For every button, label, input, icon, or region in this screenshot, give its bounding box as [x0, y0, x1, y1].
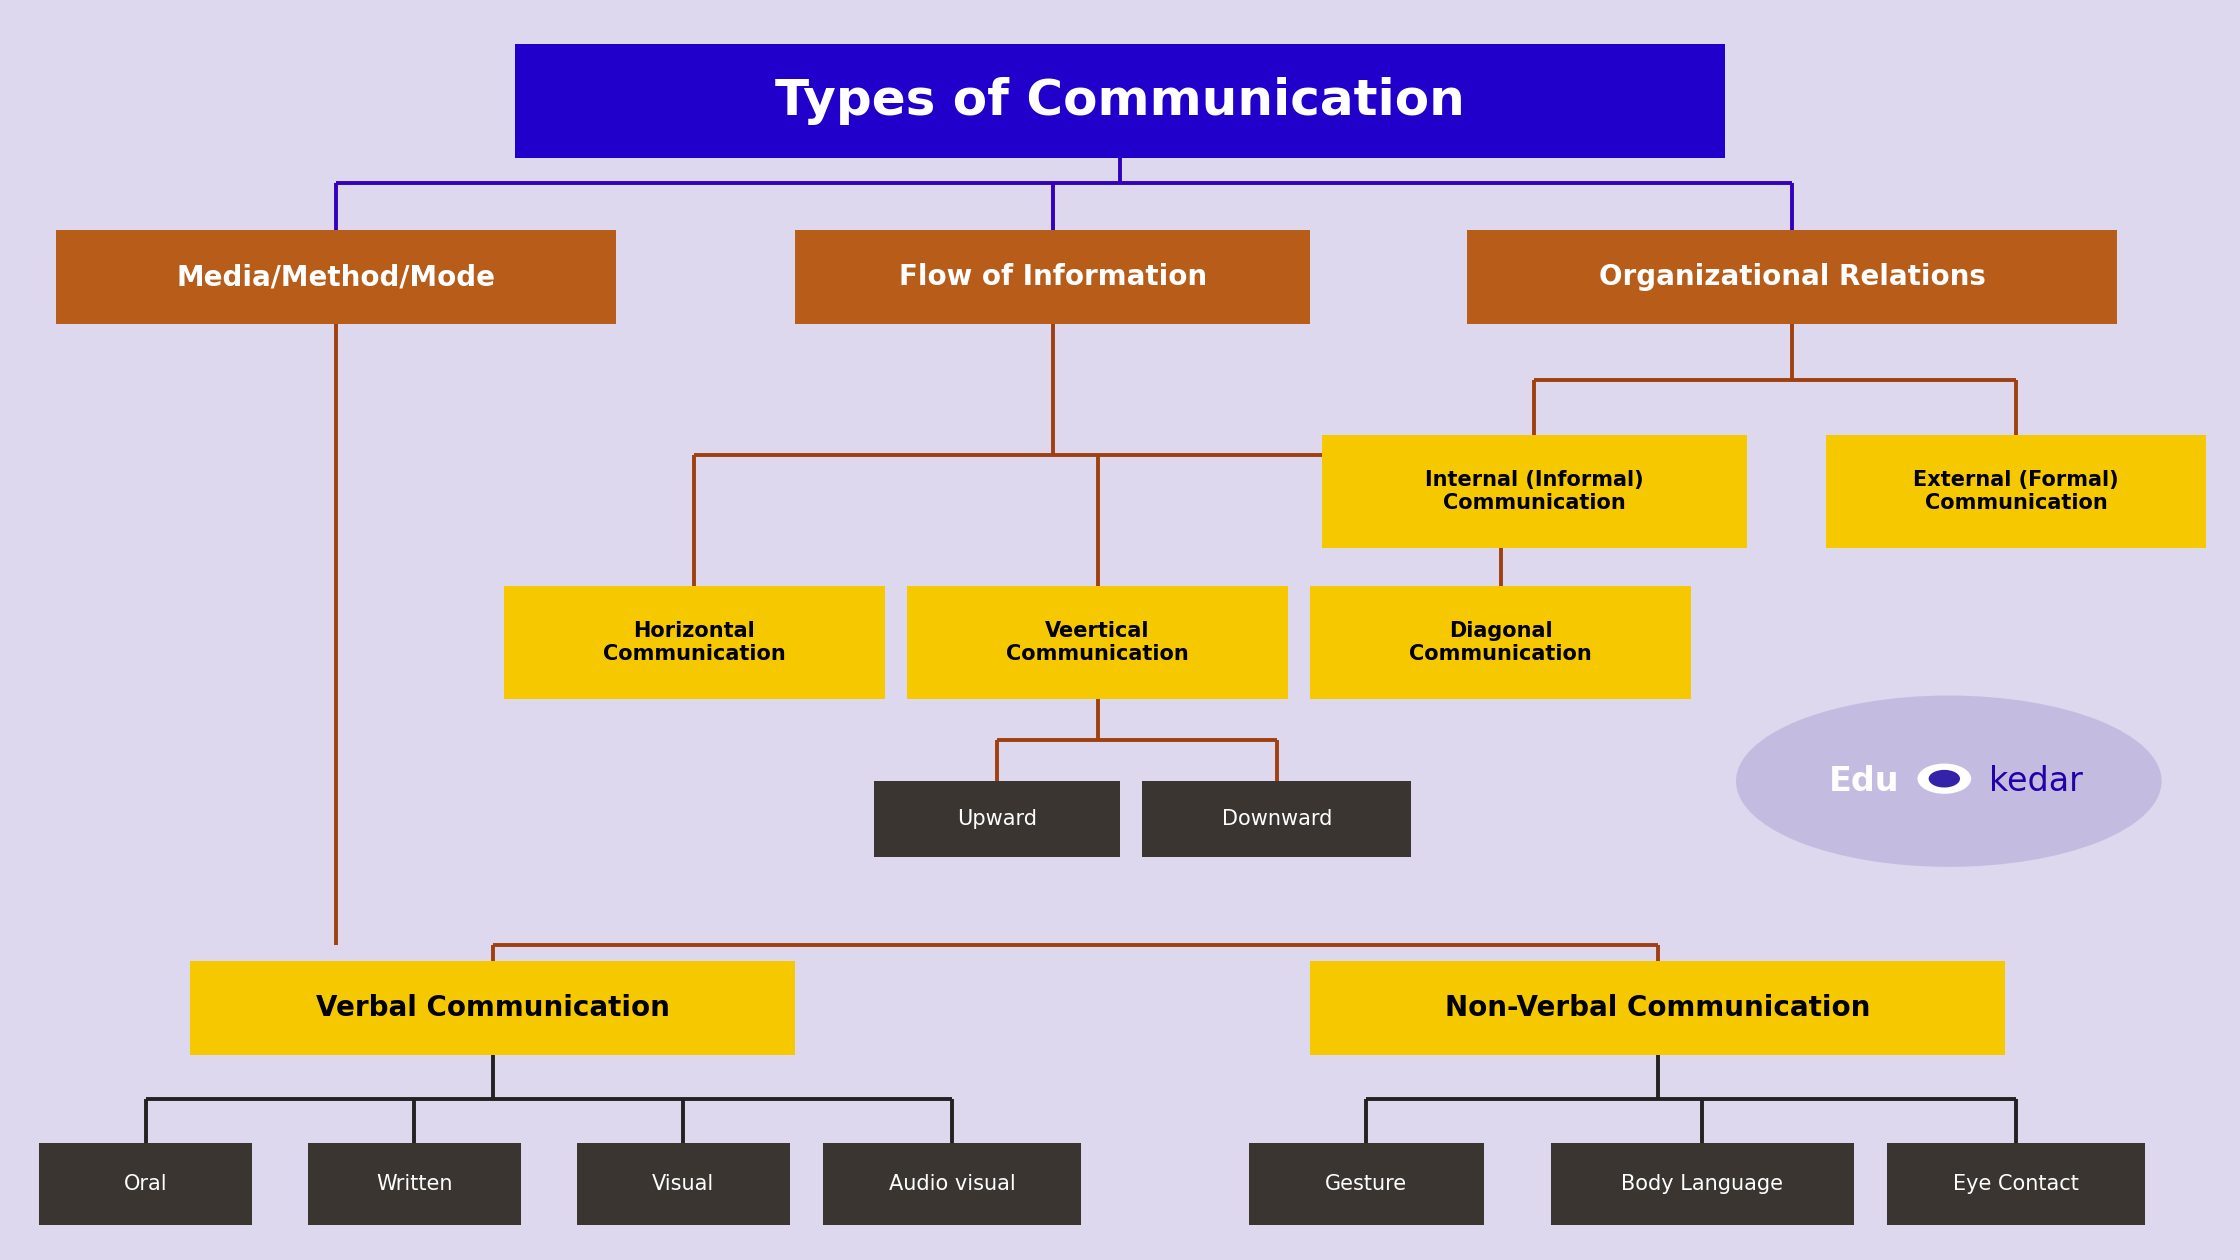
FancyBboxPatch shape — [1142, 781, 1411, 857]
FancyBboxPatch shape — [1886, 1144, 2146, 1225]
FancyBboxPatch shape — [1467, 229, 2117, 324]
Text: External (Formal)
Communication: External (Formal) Communication — [1913, 470, 2119, 513]
Circle shape — [1929, 770, 1960, 788]
FancyBboxPatch shape — [795, 229, 1310, 324]
Text: Internal (Informal)
Communication: Internal (Informal) Communication — [1425, 470, 1644, 513]
Text: Oral: Oral — [123, 1174, 168, 1194]
Circle shape — [1917, 764, 1971, 794]
Text: Visual: Visual — [652, 1174, 715, 1194]
Text: Types of Communication: Types of Communication — [775, 77, 1465, 125]
FancyBboxPatch shape — [1250, 1144, 1483, 1225]
Text: Diagonal
Communication: Diagonal Communication — [1409, 621, 1593, 664]
Text: Non-Verbal Communication: Non-Verbal Communication — [1445, 994, 1870, 1022]
FancyBboxPatch shape — [1322, 435, 1747, 548]
Text: Flow of Information: Flow of Information — [898, 263, 1207, 291]
FancyBboxPatch shape — [307, 1144, 520, 1225]
Text: Audio visual: Audio visual — [889, 1174, 1015, 1194]
Text: Upward: Upward — [956, 809, 1037, 829]
Text: Body Language: Body Language — [1622, 1174, 1783, 1194]
Text: Written: Written — [376, 1174, 452, 1194]
FancyBboxPatch shape — [874, 781, 1120, 857]
FancyBboxPatch shape — [504, 586, 885, 699]
Text: Gesture: Gesture — [1326, 1174, 1407, 1194]
FancyBboxPatch shape — [1550, 1144, 1855, 1225]
Text: Edu: Edu — [1830, 765, 1900, 798]
Text: Verbal Communication: Verbal Communication — [316, 994, 670, 1022]
Text: kedar: kedar — [1989, 765, 2083, 798]
FancyBboxPatch shape — [578, 1144, 791, 1225]
FancyBboxPatch shape — [56, 229, 616, 324]
Text: Organizational Relations: Organizational Relations — [1599, 263, 1985, 291]
FancyBboxPatch shape — [40, 1144, 251, 1225]
FancyBboxPatch shape — [907, 586, 1288, 699]
Text: Downward: Downward — [1221, 809, 1333, 829]
Text: Media/Method/Mode: Media/Method/Mode — [177, 263, 495, 291]
FancyBboxPatch shape — [190, 960, 795, 1056]
FancyBboxPatch shape — [1826, 435, 2206, 548]
Ellipse shape — [1736, 696, 2162, 867]
FancyBboxPatch shape — [822, 1144, 1080, 1225]
FancyBboxPatch shape — [1310, 960, 2005, 1056]
Text: Horizontal
Communication: Horizontal Communication — [603, 621, 786, 664]
Text: Eye Contact: Eye Contact — [1953, 1174, 2079, 1194]
FancyBboxPatch shape — [1310, 586, 1691, 699]
Text: Veertical
Communication: Veertical Communication — [1006, 621, 1189, 664]
FancyBboxPatch shape — [515, 44, 1725, 158]
